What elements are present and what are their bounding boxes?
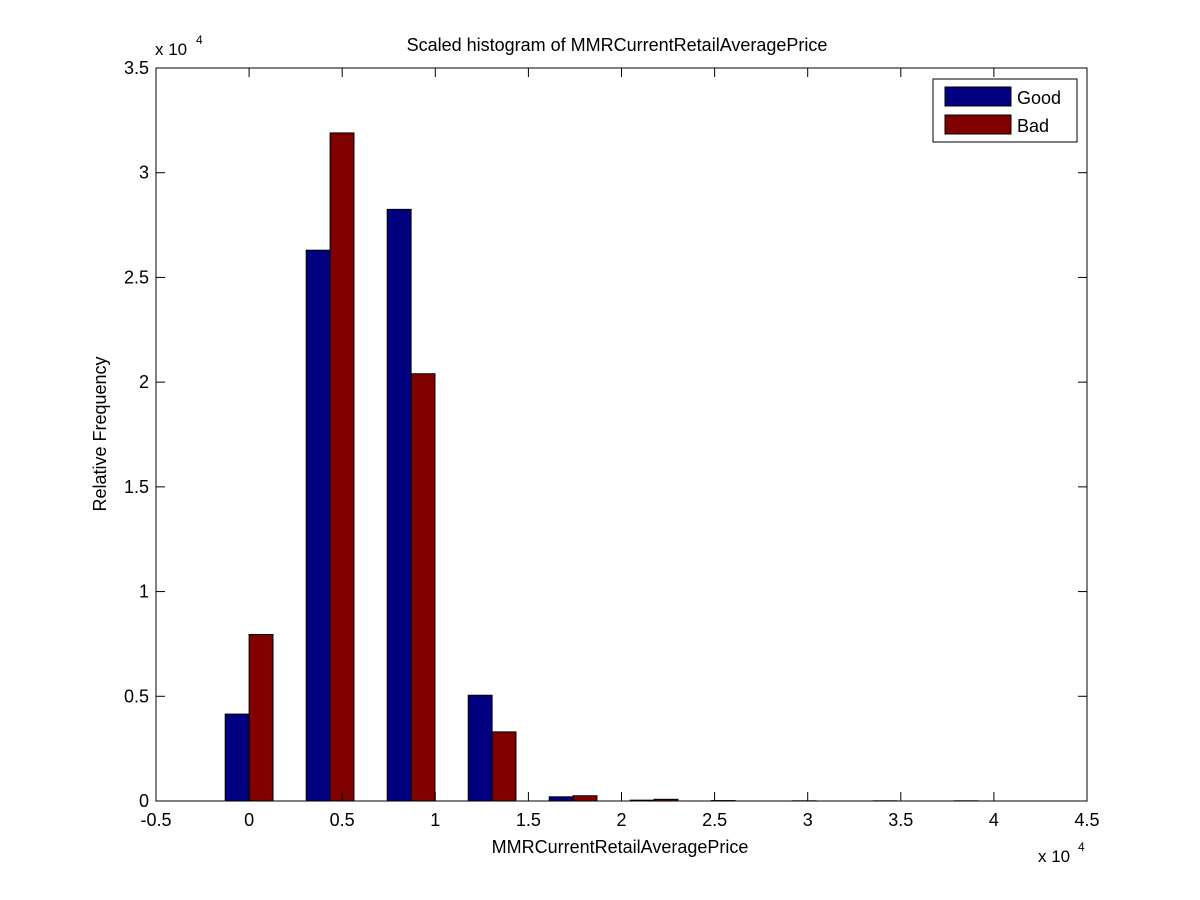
legend-swatch-bad <box>944 114 1012 135</box>
bar-bad-4 <box>572 795 598 802</box>
bar-good-2 <box>386 208 412 802</box>
bar-good-4 <box>548 796 574 802</box>
legend-swatch-good <box>944 86 1012 107</box>
y-exponent-power: 4 <box>196 33 203 47</box>
x-tick-label: 3.5 <box>888 810 913 830</box>
bar-good-3 <box>467 694 493 802</box>
ticks-group: -0.5 0 0.5 1 1.5 2 2.5 3 3.5 4 4.500.511.522.533.5 <box>124 58 1100 830</box>
y-tick-label: 0 <box>139 791 149 811</box>
x-tick-label: 2.5 <box>702 810 727 830</box>
y-tick-label: 1 <box>139 582 149 602</box>
bar-bad-2 <box>410 373 436 802</box>
y-tick-label: 1.5 <box>124 477 149 497</box>
x-exponent-label: x 10 4 <box>1038 840 1085 866</box>
y-tick-label: 3.5 <box>124 58 149 78</box>
x-tick-label: 4 <box>989 810 999 830</box>
bar-bad-3 <box>491 731 517 802</box>
x-tick-label: 1.5 <box>516 810 541 830</box>
x-axis-label: MMRCurrentRetailAveragePrice <box>492 837 749 857</box>
y-tick-label: 3 <box>139 163 149 183</box>
y-tick-label: 2 <box>139 372 149 392</box>
x-tick-label: 3 <box>803 810 813 830</box>
legend-label-good: Good <box>1017 88 1061 108</box>
x-tick-label: 4.5 <box>1074 810 1099 830</box>
bar-good-1 <box>305 249 331 802</box>
bar-bad-1 <box>329 132 355 802</box>
chart-title: Scaled histogram of MMRCurrentRetailAver… <box>407 35 828 55</box>
x-tick-label: 0.5 <box>330 810 355 830</box>
x-tick-label: 2 <box>616 810 626 830</box>
legend-label-bad: Bad <box>1017 116 1049 136</box>
bars-group <box>224 132 979 802</box>
legend: Good Bad <box>932 78 1078 143</box>
bar-bad-0 <box>248 634 274 802</box>
y-exponent-base: x 10 <box>155 40 187 59</box>
bar-good-0 <box>224 713 250 802</box>
y-axis-label: Relative Frequency <box>90 356 110 511</box>
x-tick-label: 1 <box>430 810 440 830</box>
x-tick-label: -0.5 <box>140 810 171 830</box>
y-tick-label: 0.5 <box>124 686 149 706</box>
x-exponent-power: 4 <box>1078 840 1085 854</box>
plot-area <box>156 68 1087 801</box>
y-tick-label: 2.5 <box>124 267 149 287</box>
x-tick-label: 0 <box>244 810 254 830</box>
x-exponent-base: x 10 <box>1038 847 1070 866</box>
y-exponent-label: x 10 4 <box>155 33 203 59</box>
